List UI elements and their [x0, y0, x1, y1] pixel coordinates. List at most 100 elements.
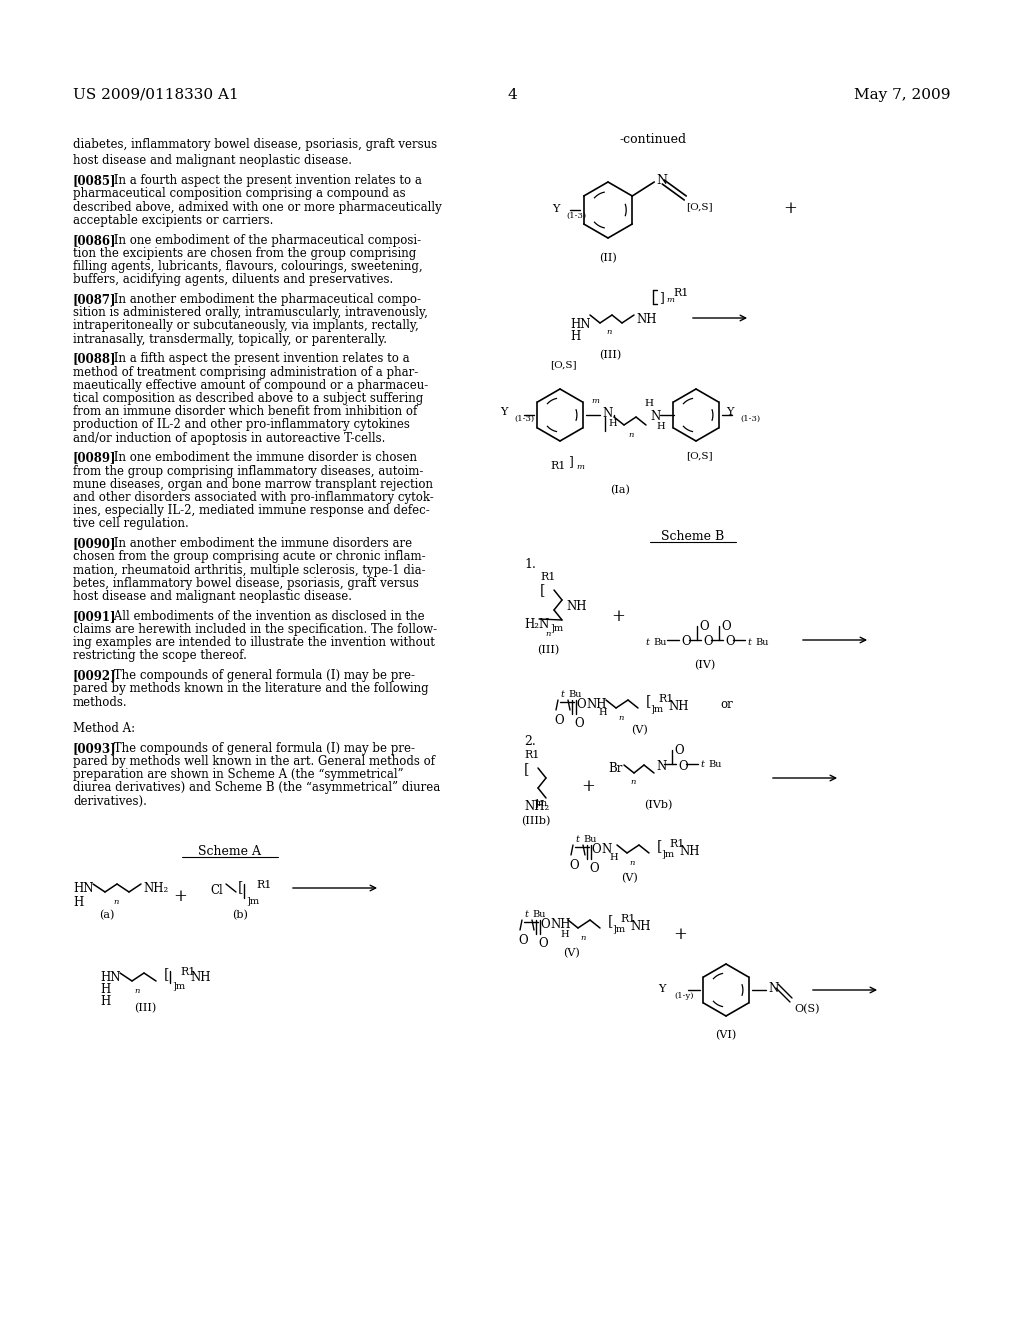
Text: sition is administered orally, intramuscularly, intravenously,: sition is administered orally, intramusc… [73, 306, 428, 319]
Text: O: O [591, 843, 601, 855]
Text: HN: HN [100, 972, 121, 983]
Text: The compounds of general formula (I) may be pre-: The compounds of general formula (I) may… [101, 742, 415, 755]
Text: n: n [630, 777, 635, 785]
Text: O: O [721, 620, 731, 634]
Text: filling agents, lubricants, flavours, colourings, sweetening,: filling agents, lubricants, flavours, co… [73, 260, 423, 273]
Text: N: N [601, 843, 611, 855]
Text: May 7, 2009: May 7, 2009 [854, 88, 951, 102]
Text: ines, especially IL-2, mediated immune response and defec-: ines, especially IL-2, mediated immune r… [73, 504, 430, 517]
Text: -continued: -continued [620, 133, 687, 147]
Text: t: t [746, 638, 751, 647]
Text: O: O [554, 714, 563, 727]
Text: ]m: ]m [662, 849, 674, 858]
Text: NH: NH [668, 700, 688, 713]
Text: [: [ [540, 583, 546, 597]
Text: [: [ [608, 913, 613, 928]
Text: HN: HN [73, 882, 93, 895]
Text: O: O [703, 635, 713, 648]
Text: (VI): (VI) [716, 1030, 736, 1040]
Text: (1-y): (1-y) [674, 993, 693, 1001]
Text: R1: R1 [673, 288, 688, 298]
Text: Y: Y [552, 205, 559, 214]
Text: restricting the scope thereof.: restricting the scope thereof. [73, 649, 247, 663]
Text: In another embodiment the pharmaceutical compo-: In another embodiment the pharmaceutical… [101, 293, 421, 306]
Text: O(S): O(S) [794, 1005, 819, 1014]
Text: n: n [606, 327, 611, 337]
Text: N: N [650, 411, 660, 422]
Text: ]m: ]m [650, 704, 664, 713]
Text: 1.: 1. [524, 558, 536, 572]
Text: NH: NH [586, 698, 606, 711]
Text: In another embodiment the immune disorders are: In another embodiment the immune disorde… [101, 537, 412, 550]
Text: [0087]: [0087] [73, 293, 117, 306]
Text: chosen from the group comprising acute or chronic inflam-: chosen from the group comprising acute o… [73, 550, 426, 564]
Text: [: [ [238, 880, 244, 894]
Text: n: n [545, 630, 550, 638]
Text: H: H [560, 931, 568, 939]
Text: (IVb): (IVb) [644, 800, 672, 810]
Text: Y: Y [500, 407, 507, 417]
Text: ]: ] [659, 290, 664, 304]
Text: In one embodiment of the pharmaceutical composi-: In one embodiment of the pharmaceutical … [101, 234, 421, 247]
Text: Cl: Cl [210, 884, 223, 898]
Text: NH: NH [679, 845, 699, 858]
Text: (III): (III) [599, 350, 622, 360]
Text: O: O [569, 859, 579, 873]
Text: 4: 4 [507, 88, 517, 102]
Text: NH: NH [636, 313, 656, 326]
Text: HN: HN [570, 318, 591, 331]
Text: [0086]: [0086] [73, 234, 117, 247]
Text: In a fourth aspect the present invention relates to a: In a fourth aspect the present invention… [101, 174, 422, 187]
Text: host disease and malignant neoplastic disease.: host disease and malignant neoplastic di… [73, 590, 352, 603]
Text: buffers, acidifying agents, diluents and preservatives.: buffers, acidifying agents, diluents and… [73, 273, 393, 286]
Text: ing examples are intended to illustrate the invention without: ing examples are intended to illustrate … [73, 636, 435, 649]
Text: [0093]: [0093] [73, 742, 117, 755]
Text: +: + [673, 927, 687, 942]
Text: The compounds of general formula (I) may be pre-: The compounds of general formula (I) may… [101, 669, 415, 682]
Text: ]m: ]m [550, 623, 563, 632]
Text: maeutically effective amount of compound or a pharmaceu-: maeutically effective amount of compound… [73, 379, 428, 392]
Text: production of IL-2 and other pro-inflammatory cytokines: production of IL-2 and other pro-inflamm… [73, 418, 410, 432]
Text: Y: Y [726, 407, 733, 417]
Text: t: t [560, 690, 564, 700]
Text: O: O [681, 635, 690, 648]
Text: [0088]: [0088] [73, 352, 117, 366]
Text: H: H [656, 422, 665, 432]
Text: [0089]: [0089] [73, 451, 117, 465]
Text: N: N [656, 174, 668, 187]
Text: +: + [783, 201, 797, 216]
Text: described above, admixed with one or more pharmaceutically: described above, admixed with one or mor… [73, 201, 441, 214]
Text: t: t [700, 760, 703, 770]
Text: [O,S]: [O,S] [686, 451, 713, 459]
Text: N: N [602, 407, 612, 420]
Text: ]: ] [568, 455, 572, 469]
Text: (IIIb): (IIIb) [521, 816, 551, 826]
Text: diurea derivatives) and Scheme B (the “asymmetrical” diurea: diurea derivatives) and Scheme B (the “a… [73, 781, 440, 795]
Text: Method A:: Method A: [73, 722, 135, 735]
Text: [O,S]: [O,S] [686, 202, 713, 211]
Text: tive cell regulation.: tive cell regulation. [73, 517, 188, 531]
Text: (1-3): (1-3) [740, 414, 760, 422]
Text: [: [ [657, 840, 663, 853]
Text: (III): (III) [537, 645, 559, 655]
Text: O: O [575, 698, 586, 711]
Text: (1-3): (1-3) [514, 414, 535, 422]
Text: [: [ [646, 694, 651, 708]
Text: [: [ [524, 762, 529, 776]
Text: methods.: methods. [73, 696, 128, 709]
Text: derivatives).: derivatives). [73, 795, 146, 808]
Text: (III): (III) [134, 1003, 156, 1014]
Text: or: or [720, 698, 733, 711]
Text: Bu: Bu [583, 836, 597, 843]
Text: (IV): (IV) [694, 660, 716, 671]
Text: n: n [629, 859, 635, 867]
Text: R1: R1 [658, 694, 674, 704]
Text: Br: Br [608, 762, 623, 775]
Text: m: m [666, 296, 674, 304]
Text: H: H [570, 330, 581, 343]
Text: R1: R1 [669, 840, 684, 849]
Text: intraperitoneally or subcutaneously, via implants, rectally,: intraperitoneally or subcutaneously, via… [73, 319, 419, 333]
Text: O: O [574, 717, 584, 730]
Text: H: H [644, 399, 653, 408]
Text: In a fifth aspect the present invention relates to a: In a fifth aspect the present invention … [101, 352, 410, 366]
